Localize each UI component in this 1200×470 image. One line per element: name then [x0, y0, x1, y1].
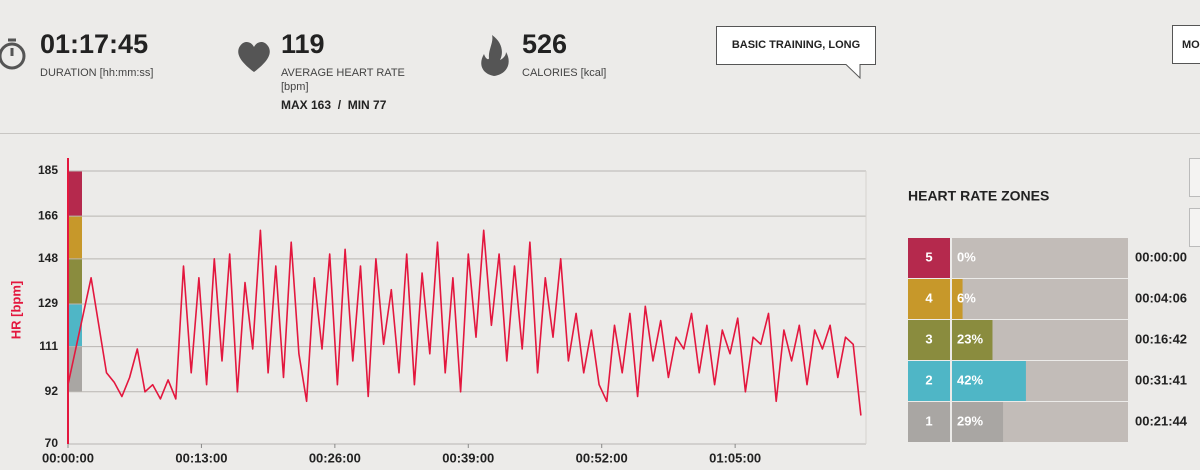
zone-band	[68, 216, 82, 259]
y-tick-label: 185	[38, 163, 58, 177]
zone-band	[68, 303, 82, 347]
zone-percent: 42%	[957, 372, 983, 387]
x-tick-label: 01:05:00	[709, 450, 761, 465]
heart-rate-label: AVERAGE HEART RATE	[281, 67, 405, 79]
zone-bar	[952, 402, 1004, 442]
zones-title: HEART RATE ZONES	[908, 188, 1049, 204]
side-button[interactable]	[1189, 158, 1200, 197]
x-tick-label: 00:39:00	[442, 450, 494, 465]
y-tick-label: 92	[45, 384, 59, 398]
hr-line	[67, 229, 862, 416]
zone-number-box	[908, 402, 950, 442]
more-button[interactable]	[1172, 25, 1200, 64]
y-tick-label: 111	[39, 339, 58, 353]
more-button-label: MO	[1182, 39, 1200, 51]
zone-time: 00:21:44	[1135, 413, 1188, 428]
zone-percent: 29%	[957, 413, 983, 428]
heart-rate-unit: [bpm]	[281, 81, 309, 93]
y-tick-label: 70	[45, 436, 59, 450]
zone-time: 00:16:42	[1135, 331, 1187, 346]
y-tick-label: 129	[38, 296, 58, 310]
y-tick-label: 166	[38, 208, 58, 222]
heart-icon	[238, 41, 270, 72]
zone-bar	[952, 361, 1026, 401]
zone-number-box	[908, 279, 950, 319]
flame-icon	[481, 35, 509, 76]
stopwatch-icon	[0, 38, 26, 70]
x-tick-label: 00:52:00	[576, 450, 628, 465]
zone-number-box	[908, 238, 950, 278]
zone-number-box	[908, 320, 950, 360]
zone-time: 00:00:00	[1135, 249, 1187, 264]
zone-band	[68, 258, 82, 304]
zone-percent: 23%	[957, 331, 983, 346]
zone-time: 00:04:06	[1135, 290, 1187, 305]
zone-number: 4	[925, 290, 933, 305]
zone-number: 1	[925, 413, 932, 428]
y-tick-label: 148	[38, 251, 58, 265]
x-tick-label: 00:00:00	[42, 450, 94, 465]
x-tick-label: 00:13:00	[175, 450, 227, 465]
side-button[interactable]	[1189, 208, 1200, 247]
zone-number-box	[908, 361, 950, 401]
heart-rate-range: MAX 163 / MIN 77	[281, 98, 387, 112]
calories-label: CALORIES [kcal]	[522, 67, 606, 79]
duration-label: DURATION [hh:mm:ss]	[40, 67, 153, 79]
training-callout	[716, 26, 876, 80]
zone-time: 00:31:41	[1135, 372, 1187, 387]
duration-value: 01:17:45	[40, 29, 148, 59]
zone-number: 3	[925, 331, 932, 346]
x-tick-label: 00:26:00	[309, 450, 361, 465]
zone-track	[952, 279, 1128, 319]
zone-percent: 6%	[957, 290, 976, 305]
zone-number: 5	[925, 249, 932, 264]
zone-band	[68, 346, 82, 392]
zone-bar	[952, 320, 993, 360]
zone-track	[952, 238, 1128, 278]
calories-value: 526	[522, 29, 567, 59]
training-type: BASIC TRAINING, LONG	[732, 39, 860, 51]
zone-number: 2	[925, 372, 932, 387]
zone-band	[68, 171, 82, 217]
y-axis-label: HR [bpm]	[8, 281, 23, 340]
zone-bar	[952, 279, 963, 319]
heart-rate-value: 119	[281, 29, 325, 59]
zone-percent: 0%	[957, 249, 976, 264]
